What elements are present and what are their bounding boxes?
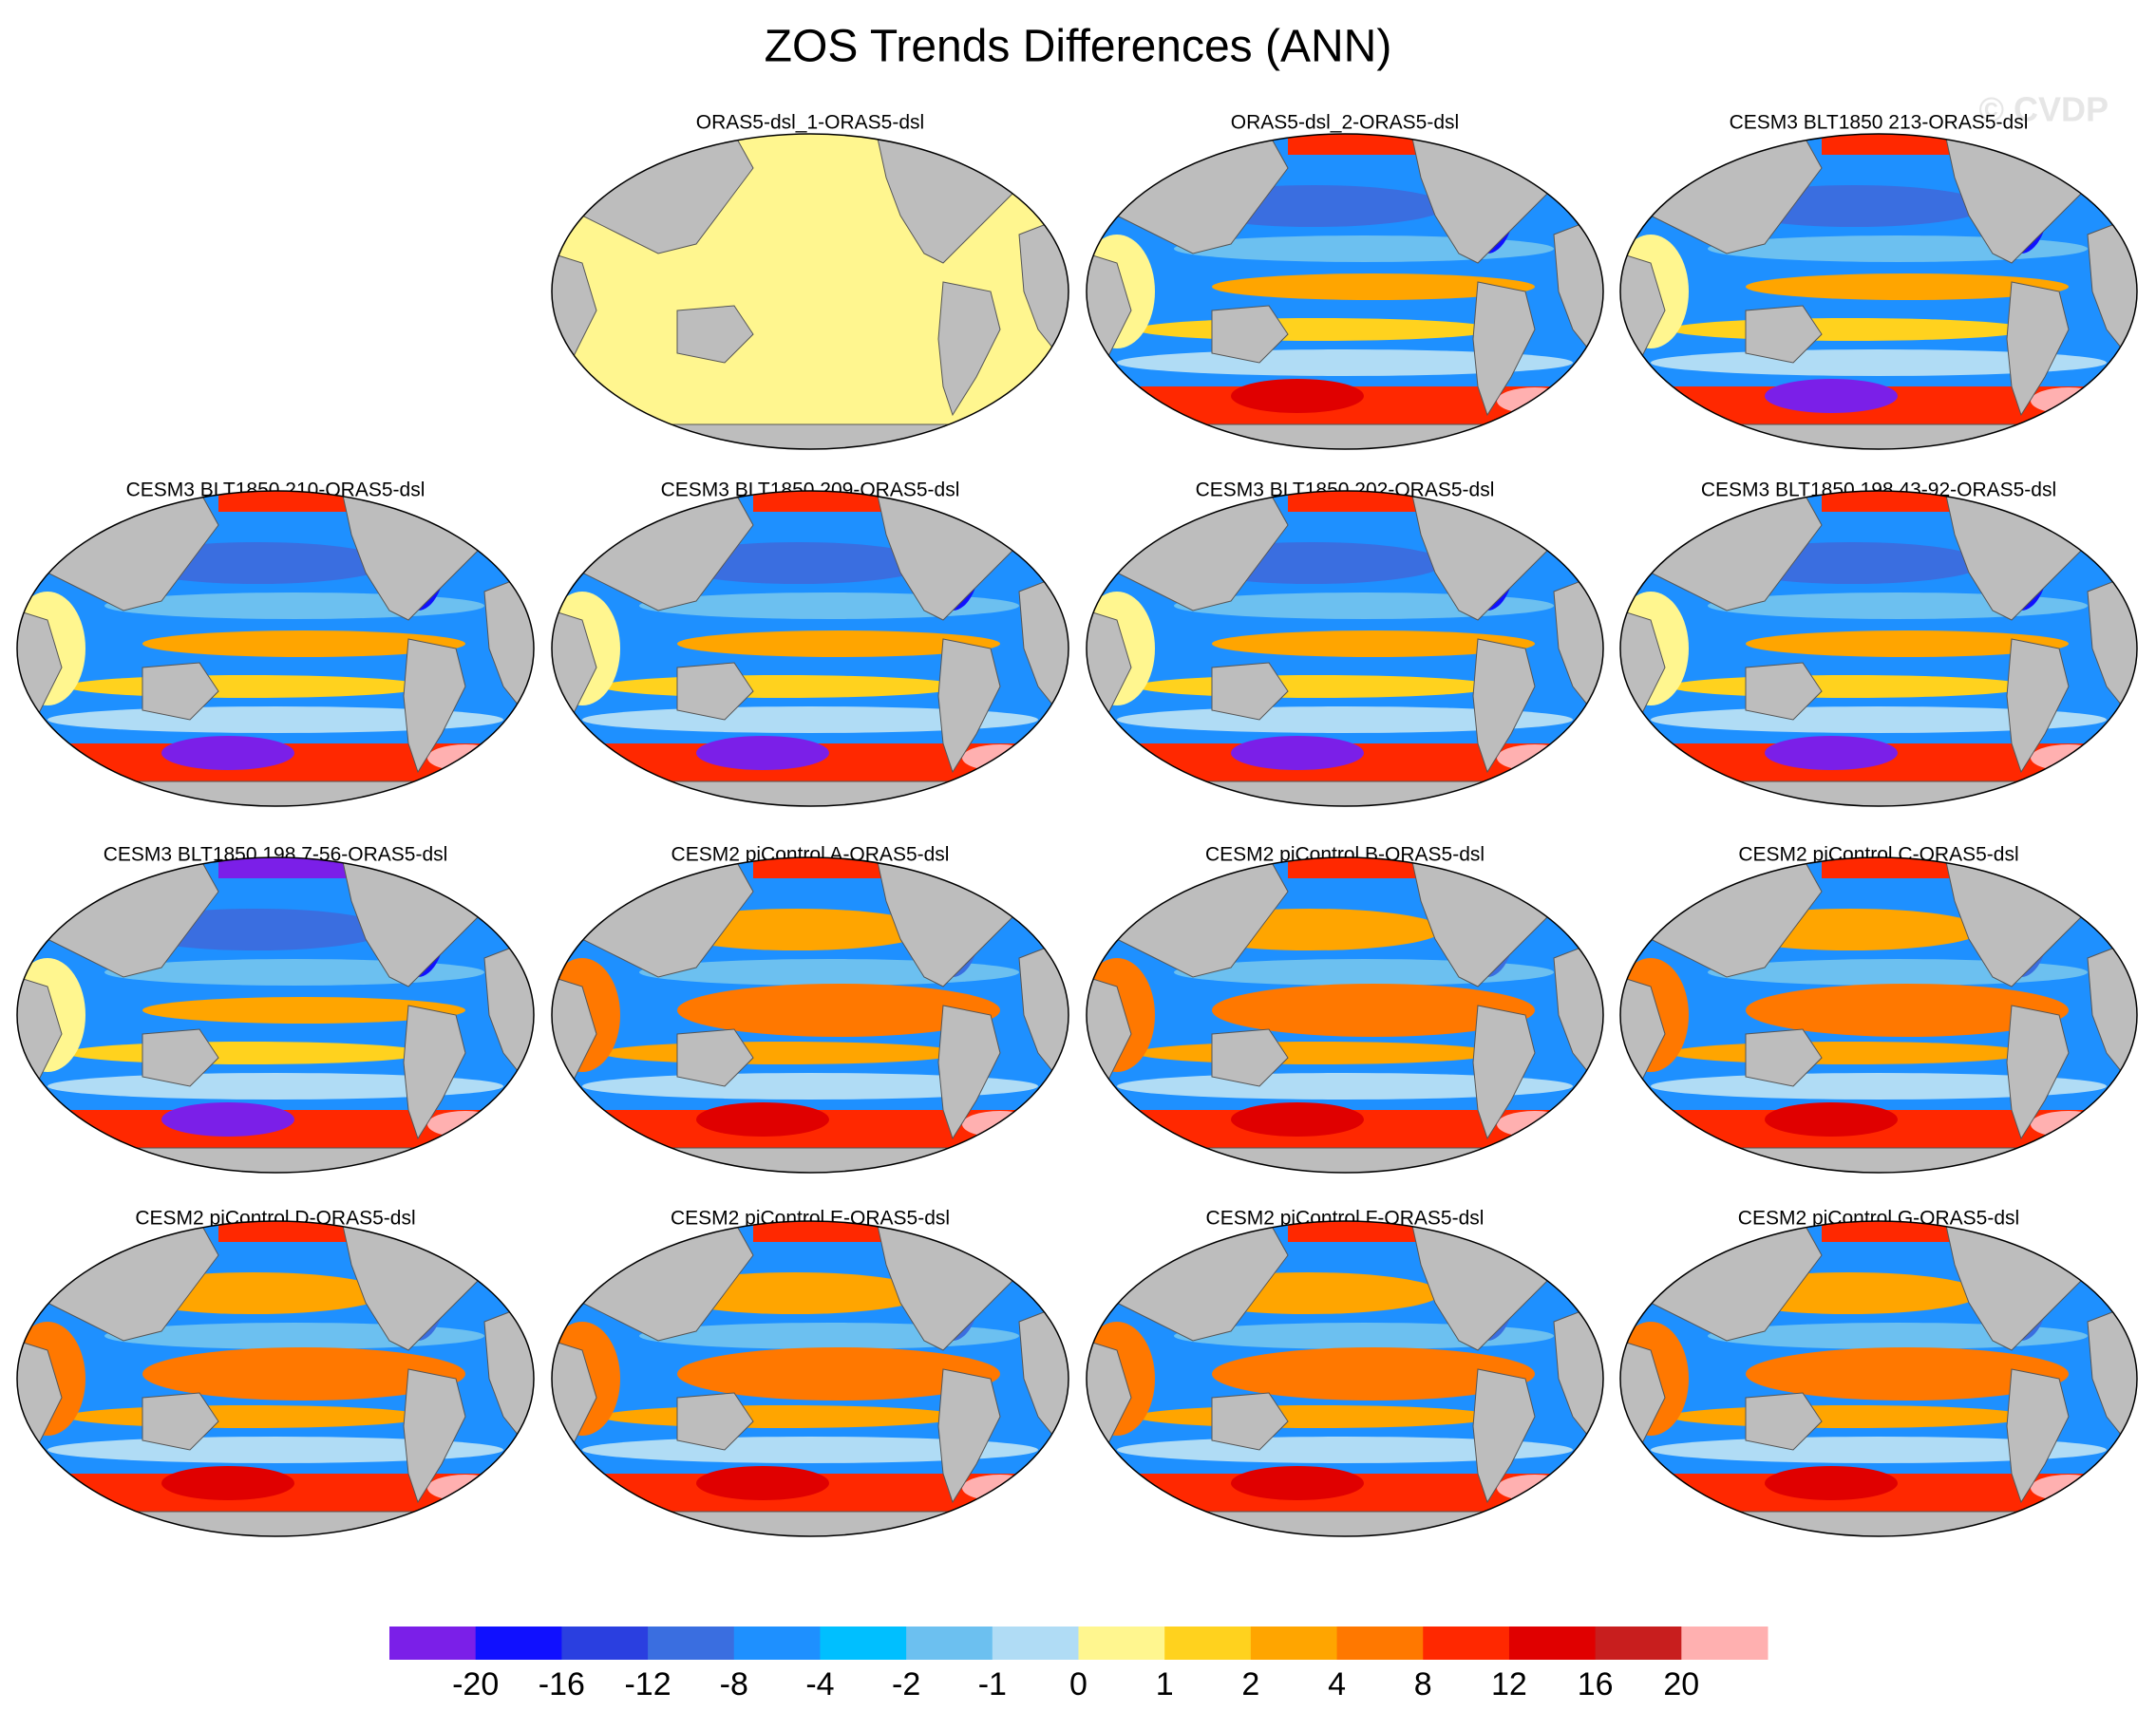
panels: ORAS5-dsl_1-ORAS5-dsl ORAS5-dsl_2-ORAS5-d…	[16, 112, 2138, 1537]
map-outline	[16, 856, 535, 1174]
colorbar-box	[1078, 1627, 1165, 1660]
panel-title: CESM3 BLT1850 198 7-56-ORAS5-dsl	[104, 844, 448, 866]
map-panel	[16, 490, 535, 807]
map-outline	[1086, 1220, 1604, 1537]
colorbar-label: 2	[1241, 1666, 1259, 1702]
map-outline	[551, 133, 1069, 450]
map-panel	[1086, 133, 1604, 450]
colorbar-box	[1508, 1627, 1597, 1660]
colorbar-box	[389, 1627, 477, 1660]
panel-title: CESM2 piControl D-ORAS5-dsl	[135, 1208, 415, 1230]
colorbar-label: 12	[1491, 1666, 1527, 1702]
colorbar-box	[1250, 1627, 1338, 1660]
map-outline	[1619, 1220, 2138, 1537]
map-panel	[1619, 856, 2138, 1174]
map-outline	[1086, 490, 1604, 807]
map-panel	[1619, 1220, 2138, 1537]
map-panel	[551, 490, 1069, 807]
colorbar-label: -12	[624, 1666, 671, 1702]
map-outline	[16, 1220, 535, 1537]
map-panel	[1086, 856, 1604, 1174]
map-outline	[551, 490, 1069, 807]
map-panel	[1619, 490, 2138, 807]
map-panel	[1086, 1220, 1604, 1537]
colorbar-box	[1681, 1627, 1768, 1660]
panel-title: CESM3 BLT1850 213-ORAS5-dsl	[1730, 112, 2029, 134]
map-outline	[551, 856, 1069, 1174]
map-panel	[551, 1220, 1069, 1537]
panel-title: CESM2 piControl A-ORAS5-dsl	[671, 844, 950, 866]
panel-title: ORAS5-dsl_2-ORAS5-dsl	[1231, 112, 1459, 134]
colorbar-box	[733, 1627, 821, 1660]
colorbar-box	[561, 1627, 649, 1660]
figure-title: ZOS Trends Differences (ANN)	[765, 22, 1392, 72]
map-outline	[551, 1220, 1069, 1537]
colorbar-box	[1423, 1627, 1510, 1660]
colorbar-box	[475, 1627, 562, 1660]
panel-title: CESM3 BLT1850 198 43-92-ORAS5-dsl	[1701, 480, 2056, 501]
colorbar-label: 0	[1069, 1666, 1087, 1702]
colorbar-box	[648, 1627, 735, 1660]
colorbar-label: 20	[1663, 1666, 1699, 1702]
map-outline	[1619, 856, 2138, 1174]
map-panel	[16, 1220, 535, 1537]
colorbar-box	[1595, 1627, 1682, 1660]
panel-title: CESM2 piControl G-ORAS5-dsl	[1738, 1208, 2019, 1230]
watermark: © CVDP	[1978, 90, 2109, 129]
panel-title: CESM3 BLT1850 202-ORAS5-dsl	[1196, 480, 1495, 501]
map-panel	[551, 856, 1069, 1174]
colorbar-box	[992, 1627, 1079, 1660]
map-outline	[16, 490, 535, 807]
colorbar-label: -16	[539, 1666, 585, 1702]
colorbar-box	[820, 1627, 907, 1660]
colorbar-box	[906, 1627, 993, 1660]
map-panel	[1086, 490, 1604, 807]
colorbar-label: -8	[720, 1666, 748, 1702]
colorbar-label: 8	[1414, 1666, 1432, 1702]
colorbar-label: -20	[452, 1666, 499, 1702]
panel-title: CESM3 BLT1850 209-ORAS5-dsl	[661, 480, 960, 501]
panel-title: ORAS5-dsl_1-ORAS5-dsl	[696, 112, 924, 134]
colorbar-label: 4	[1328, 1666, 1346, 1702]
panel-title: CESM2 piControl E-ORAS5-dsl	[671, 1208, 950, 1230]
colorbar-label: -2	[892, 1666, 920, 1702]
colorbar-label: 16	[1578, 1666, 1614, 1702]
map-outline	[1619, 133, 2138, 450]
colorbar-box	[1336, 1627, 1424, 1660]
panel-title: CESM3 BLT1850 210-ORAS5-dsl	[126, 480, 426, 501]
map-panel	[1619, 133, 2138, 450]
map-outline	[1619, 490, 2138, 807]
panel-title: CESM2 piControl C-ORAS5-dsl	[1738, 844, 2018, 866]
colorbar: -20 -16 -12 -8 -4 -2 -1 0 1 2 4 8 12 16 20	[389, 1627, 1768, 1702]
colorbar-label: -4	[805, 1666, 834, 1702]
panel-title: CESM2 piControl B-ORAS5-dsl	[1205, 844, 1485, 866]
map-outline	[1086, 133, 1604, 450]
map-panel	[16, 856, 535, 1174]
colorbar-box	[1164, 1627, 1252, 1660]
map-outline	[1086, 856, 1604, 1174]
map-panel	[551, 133, 1069, 450]
colorbar-label: 1	[1156, 1666, 1174, 1702]
colorbar-label: -1	[978, 1666, 1007, 1702]
panel-title: CESM2 piControl F-ORAS5-dsl	[1206, 1208, 1485, 1230]
